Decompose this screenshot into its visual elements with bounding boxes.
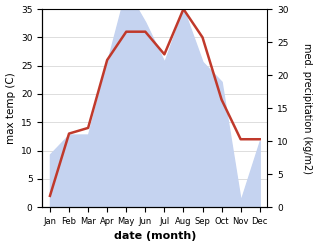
X-axis label: date (month): date (month) bbox=[114, 231, 196, 242]
Y-axis label: med. precipitation (kg/m2): med. precipitation (kg/m2) bbox=[302, 43, 313, 174]
Y-axis label: max temp (C): max temp (C) bbox=[5, 72, 16, 144]
